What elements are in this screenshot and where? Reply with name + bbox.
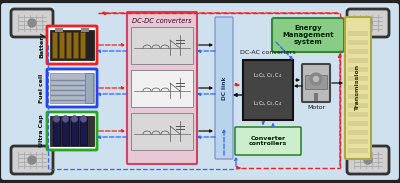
Bar xyxy=(348,148,368,153)
FancyBboxPatch shape xyxy=(272,18,344,52)
Bar xyxy=(348,121,368,126)
Text: Transmission: Transmission xyxy=(356,65,360,111)
FancyBboxPatch shape xyxy=(347,146,389,174)
Bar xyxy=(81,28,89,32)
Circle shape xyxy=(71,115,78,122)
Bar xyxy=(59,32,64,58)
Bar xyxy=(348,49,368,54)
FancyBboxPatch shape xyxy=(235,127,301,155)
Bar xyxy=(348,76,368,81)
Circle shape xyxy=(364,156,372,164)
Text: $\mathregular{L_1C_2,C_3,C_4}$: $\mathregular{L_1C_2,C_3,C_4}$ xyxy=(254,72,282,80)
Bar xyxy=(348,139,368,144)
Text: DC link: DC link xyxy=(222,76,226,100)
Circle shape xyxy=(28,156,36,164)
Bar xyxy=(80,32,85,58)
FancyBboxPatch shape xyxy=(11,9,53,37)
FancyBboxPatch shape xyxy=(47,26,97,64)
Bar xyxy=(62,117,69,145)
Bar xyxy=(243,60,293,120)
Circle shape xyxy=(62,115,69,122)
Bar xyxy=(131,27,193,64)
FancyBboxPatch shape xyxy=(302,64,330,102)
Bar xyxy=(71,117,78,145)
Text: Fuel cell: Fuel cell xyxy=(39,73,44,103)
Bar xyxy=(348,67,368,72)
Text: DC-AC converters: DC-AC converters xyxy=(240,50,296,55)
Bar xyxy=(348,130,368,135)
Bar xyxy=(50,116,94,146)
Bar xyxy=(314,93,318,101)
FancyBboxPatch shape xyxy=(345,17,371,159)
FancyBboxPatch shape xyxy=(347,9,389,37)
Text: Energy
Management
system: Energy Management system xyxy=(282,25,334,45)
Bar xyxy=(348,94,368,99)
Text: DC-DC converters: DC-DC converters xyxy=(132,18,192,24)
Circle shape xyxy=(364,19,372,27)
Bar xyxy=(348,58,368,63)
FancyBboxPatch shape xyxy=(127,12,197,164)
Bar xyxy=(348,103,368,108)
Bar xyxy=(131,113,193,150)
Bar xyxy=(348,40,368,45)
Bar xyxy=(50,30,94,60)
Circle shape xyxy=(314,76,318,81)
Bar xyxy=(348,31,368,36)
Bar xyxy=(348,112,368,117)
Bar xyxy=(305,75,327,89)
Circle shape xyxy=(80,115,87,122)
Circle shape xyxy=(28,19,36,27)
Text: Battery: Battery xyxy=(39,32,44,58)
FancyBboxPatch shape xyxy=(47,112,97,150)
FancyBboxPatch shape xyxy=(215,17,233,159)
FancyBboxPatch shape xyxy=(47,69,97,107)
Bar xyxy=(66,32,71,58)
Bar xyxy=(53,117,60,145)
Text: $\mathregular{L_1C_2,C_3,C_4}$: $\mathregular{L_1C_2,C_3,C_4}$ xyxy=(254,100,282,108)
Bar xyxy=(52,32,57,58)
Text: Motor: Motor xyxy=(307,105,325,110)
Circle shape xyxy=(53,115,60,122)
Bar xyxy=(55,28,63,32)
Bar xyxy=(80,117,87,145)
Text: Ultra Cap: Ultra Cap xyxy=(39,115,44,147)
Circle shape xyxy=(310,73,322,85)
Text: Converter
controllers: Converter controllers xyxy=(249,136,287,146)
Bar xyxy=(50,73,94,103)
Bar xyxy=(131,70,193,107)
Bar xyxy=(85,73,93,103)
Bar xyxy=(348,85,368,90)
Bar xyxy=(73,32,78,58)
FancyBboxPatch shape xyxy=(11,146,53,174)
